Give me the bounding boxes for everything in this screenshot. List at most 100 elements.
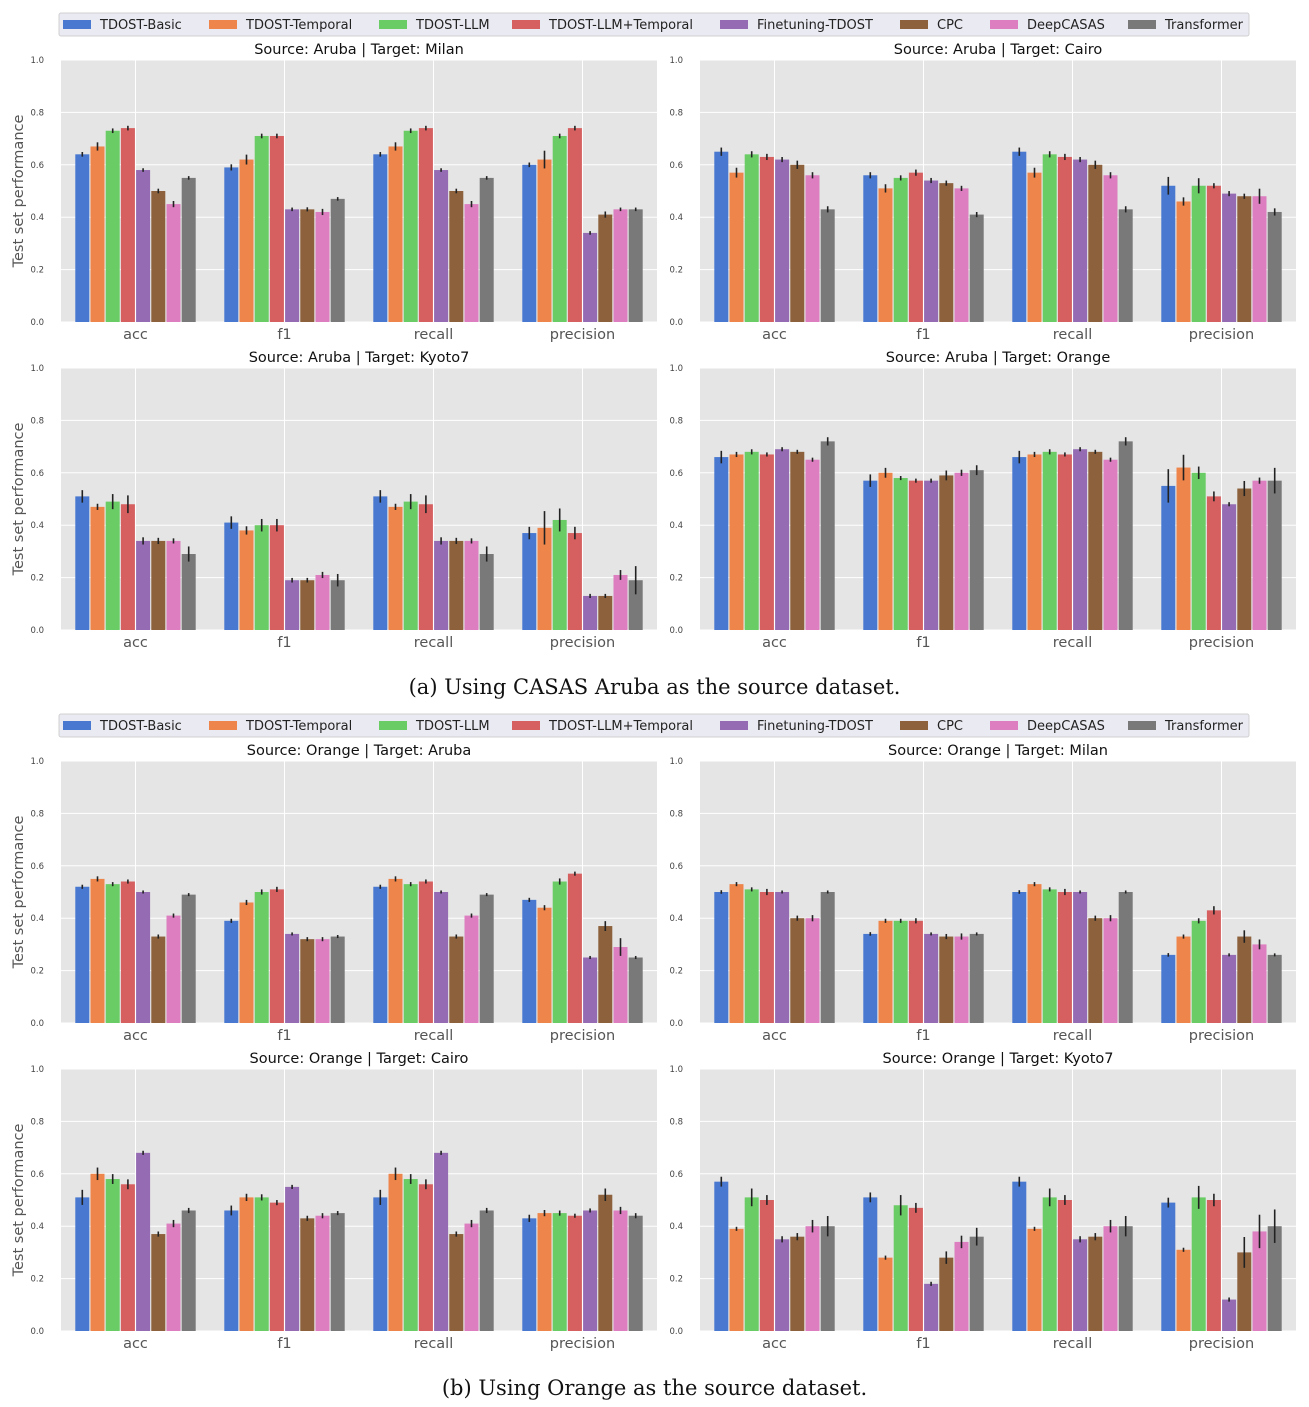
bar xyxy=(939,475,954,630)
legend-swatch xyxy=(990,721,1018,730)
bar xyxy=(583,595,598,630)
bar xyxy=(1222,193,1237,322)
chart-panel: Source: Orange | Target: Cairo 0.0 0.2 0.4 0… xyxy=(11,1051,657,1352)
bar xyxy=(790,918,805,1023)
bar xyxy=(759,892,774,1023)
y-tick-label: 1.0 xyxy=(30,56,44,66)
bar xyxy=(1206,910,1221,1023)
bar xyxy=(434,540,449,630)
bar xyxy=(613,574,628,630)
bar xyxy=(330,936,345,1023)
bar xyxy=(1073,892,1088,1023)
x-tick-label: recall xyxy=(414,1028,453,1044)
bar xyxy=(878,920,893,1023)
bar xyxy=(181,554,196,630)
bar xyxy=(628,1215,643,1331)
bar xyxy=(1088,164,1103,322)
chart-title: Source: Aruba | Target: Kyoto7 xyxy=(249,350,470,366)
bar xyxy=(878,188,893,322)
bar xyxy=(908,920,923,1023)
bar xyxy=(269,135,284,322)
y-tick-label: 1.0 xyxy=(669,1065,683,1075)
bar xyxy=(1191,1197,1206,1331)
bar xyxy=(315,1215,330,1331)
x-tick-label: precision xyxy=(1189,327,1254,343)
bar xyxy=(239,902,254,1023)
x-tick-label: acc xyxy=(123,1336,148,1352)
bar xyxy=(537,527,552,630)
y-tick-label: 0.0 xyxy=(669,318,683,328)
y-tick-label: 0.0 xyxy=(669,626,683,636)
bar xyxy=(924,180,939,322)
bar xyxy=(1222,954,1237,1023)
y-tick-label: 1.0 xyxy=(30,1065,44,1075)
bar xyxy=(1267,954,1282,1023)
bar xyxy=(239,530,254,630)
bar xyxy=(403,501,418,630)
bar xyxy=(254,525,269,630)
bar xyxy=(1118,892,1133,1023)
y-tick-label: 0.2 xyxy=(30,266,44,276)
bar xyxy=(820,441,835,630)
caption-a: (a) Using CASAS Aruba as the source data… xyxy=(408,675,901,699)
bar xyxy=(1237,936,1252,1023)
x-tick-label: precision xyxy=(1189,1336,1254,1352)
bar xyxy=(567,533,582,630)
bar xyxy=(1118,1226,1133,1331)
bar xyxy=(613,209,628,322)
bar xyxy=(90,506,105,630)
bar xyxy=(863,175,878,322)
legend-label: DeepCASAS xyxy=(1027,18,1105,33)
chart-panel: Source: Orange | Target: Kyoto7 0.0 0.2 0.4… xyxy=(669,1051,1296,1352)
bar xyxy=(285,209,300,322)
y-tick-label: 0.6 xyxy=(669,862,683,872)
bar xyxy=(1088,451,1103,630)
bar xyxy=(954,936,969,1023)
bar xyxy=(105,884,120,1023)
x-tick-label: precision xyxy=(550,1336,615,1352)
bar xyxy=(613,1210,628,1331)
bar xyxy=(1237,196,1252,322)
bar xyxy=(1027,172,1042,322)
bar xyxy=(136,540,151,630)
y-tick-label: 1.0 xyxy=(669,364,683,374)
bar xyxy=(598,214,613,322)
legend-swatch xyxy=(1128,20,1156,29)
bar xyxy=(239,1197,254,1331)
bar xyxy=(552,881,567,1023)
y-tick-label: 0.4 xyxy=(669,213,683,223)
bar xyxy=(714,151,729,322)
legend-swatch xyxy=(990,20,1018,29)
bar xyxy=(805,175,820,322)
bar xyxy=(1103,1226,1118,1331)
y-tick-label: 1.0 xyxy=(30,757,44,767)
bar xyxy=(1073,449,1088,630)
bar xyxy=(1206,185,1221,322)
bar xyxy=(269,889,284,1023)
bar xyxy=(1027,454,1042,630)
bar xyxy=(166,1223,181,1331)
bar xyxy=(1191,472,1206,630)
bar xyxy=(924,1283,939,1331)
bar xyxy=(224,920,239,1023)
bar xyxy=(166,540,181,630)
legend-label: Transformer xyxy=(1164,719,1244,734)
bar xyxy=(522,533,537,630)
plot-background xyxy=(700,761,1296,1023)
bar xyxy=(224,167,239,322)
y-tick-label: 0.8 xyxy=(30,108,44,118)
y-tick-label: 0.0 xyxy=(30,318,44,328)
bar xyxy=(613,947,628,1023)
chart-title: Source: Aruba | Target: Orange xyxy=(886,350,1111,366)
legend-label: Transformer xyxy=(1164,18,1244,33)
bar xyxy=(151,540,166,630)
chart-title: Source: Aruba | Target: Milan xyxy=(254,42,464,58)
bar xyxy=(1252,196,1267,322)
bar xyxy=(1103,918,1118,1023)
y-tick-label: 0.0 xyxy=(30,1019,44,1029)
bar xyxy=(181,177,196,322)
bar xyxy=(224,1210,239,1331)
bar xyxy=(1176,467,1191,630)
chart-title: Source: Orange | Target: Aruba xyxy=(247,743,472,759)
x-tick-label: precision xyxy=(1189,635,1254,651)
